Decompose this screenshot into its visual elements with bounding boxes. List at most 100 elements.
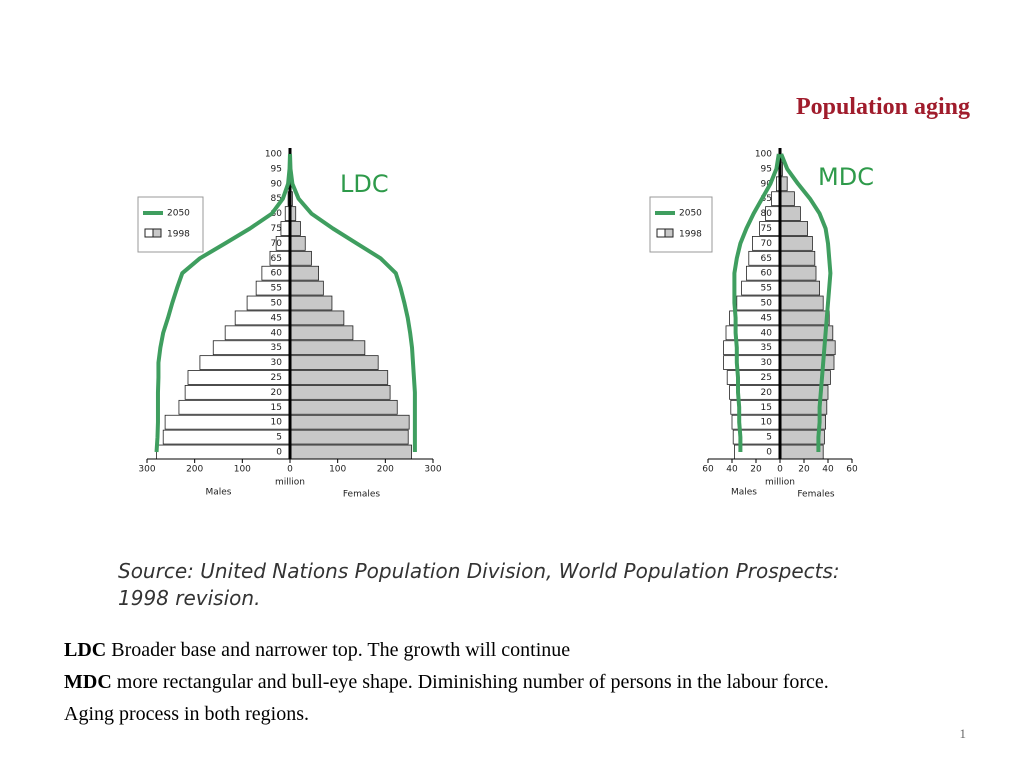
bar-female (289, 355, 379, 370)
age-label: 25 (271, 373, 282, 383)
bar-female (779, 310, 830, 326)
bar-male (736, 295, 781, 311)
bar-female (289, 399, 398, 415)
note-text: Aging process in both regions. (64, 703, 309, 725)
x-tick-label: 60 (846, 465, 858, 475)
x-tick-label: 300 (424, 465, 441, 475)
age-label: 35 (761, 343, 772, 353)
age-label: 10 (761, 418, 773, 428)
bar-female (779, 206, 801, 221)
bar-female (289, 385, 391, 400)
x-tick-label: 60 (702, 465, 714, 475)
page-number: 1 (959, 726, 967, 741)
age-label: 70 (271, 239, 283, 249)
age-label: 30 (761, 358, 773, 368)
bar-female (289, 370, 389, 385)
x-tick-label: 200 (377, 465, 394, 475)
x-tick-label: 0 (287, 465, 293, 475)
age-label: 75 (761, 224, 772, 234)
bar-female (779, 265, 817, 281)
age-label: 40 (761, 328, 773, 338)
age-label: 30 (271, 358, 283, 368)
note: LDC Broader base and narrower top. The g… (64, 634, 924, 666)
x-tick-label: 0 (777, 465, 783, 475)
x-tick-label: 20 (798, 465, 810, 475)
bar-male (726, 370, 781, 385)
bar-female (289, 429, 409, 445)
age-label: 65 (271, 254, 282, 264)
bar-female (289, 310, 345, 326)
x-tick-label: 20 (750, 465, 762, 475)
bar-female (289, 295, 333, 311)
x-tick-label: 200 (186, 465, 203, 475)
bar-female (289, 325, 354, 341)
age-label: 20 (271, 388, 283, 398)
age-label: 95 (761, 164, 772, 174)
age-label: 40 (271, 328, 283, 338)
bar-male (156, 444, 291, 460)
males-label: Males (205, 488, 231, 498)
bar-male (246, 295, 291, 311)
females-label: Females (797, 490, 835, 500)
age-label: 10 (271, 418, 283, 428)
age-label: 5 (766, 433, 772, 443)
bar-female (289, 280, 324, 296)
age-label: 85 (761, 194, 772, 204)
age-label: 65 (761, 254, 772, 264)
x-tick-label: 40 (822, 465, 834, 475)
bar-female (779, 295, 824, 311)
note-term: MDC (64, 671, 112, 693)
x-tick-label: 100 (329, 465, 346, 475)
legend-swatch-bar (144, 228, 154, 238)
chart-title: MDC (818, 163, 874, 191)
note-term: LDC (64, 639, 107, 661)
bar-female (289, 221, 301, 236)
bar-female (779, 236, 813, 251)
bar-female (779, 191, 795, 207)
bar-female (779, 221, 809, 236)
age-label: 15 (761, 403, 772, 413)
age-label: 50 (761, 299, 773, 309)
age-label: 100 (755, 150, 772, 160)
age-label: 55 (761, 284, 772, 294)
age-label: 35 (271, 343, 282, 353)
x-label: million (765, 478, 795, 488)
bar-female (289, 444, 412, 460)
line-2050-females (288, 153, 417, 452)
source: Source: United Nations Population Divisi… (118, 559, 840, 610)
age-label: 45 (761, 313, 772, 323)
age-label: 90 (271, 179, 283, 189)
legend-label: 1998 (167, 230, 190, 240)
note-text: more rectangular and bull-eye shape. Dim… (116, 671, 829, 693)
legend-box (137, 196, 204, 253)
age-label: 45 (271, 313, 282, 323)
legend-swatch-bar (656, 228, 666, 238)
legend-box (649, 196, 713, 253)
bar-female (289, 236, 306, 251)
age-label: 15 (271, 403, 282, 413)
males-label: Males (731, 488, 757, 498)
females-label: Females (343, 490, 381, 500)
age-label: 50 (271, 299, 283, 309)
legend-label: 2050 (167, 209, 190, 219)
age-label: 70 (761, 239, 773, 249)
notes: LDC Broader base and narrower top. The g… (64, 634, 924, 730)
line-2050-females (779, 153, 833, 452)
legend-swatch-bar (152, 228, 162, 238)
age-label: 95 (271, 164, 282, 174)
age-label: 60 (271, 269, 283, 279)
x-label: million (275, 478, 305, 488)
age-label: 80 (761, 209, 773, 219)
age-label: 5 (276, 433, 282, 443)
note: Aging process in both regions. (64, 698, 924, 730)
slide-title: Population aging (795, 94, 970, 120)
age-label: 100 (265, 150, 282, 160)
bar-male (162, 429, 291, 445)
line-2050-males (154, 153, 292, 453)
note: MDC more rectangular and bull-eye shape.… (64, 666, 924, 698)
bar-female (779, 340, 836, 356)
age-label: 25 (761, 373, 772, 383)
x-tick-label: 40 (726, 465, 738, 475)
